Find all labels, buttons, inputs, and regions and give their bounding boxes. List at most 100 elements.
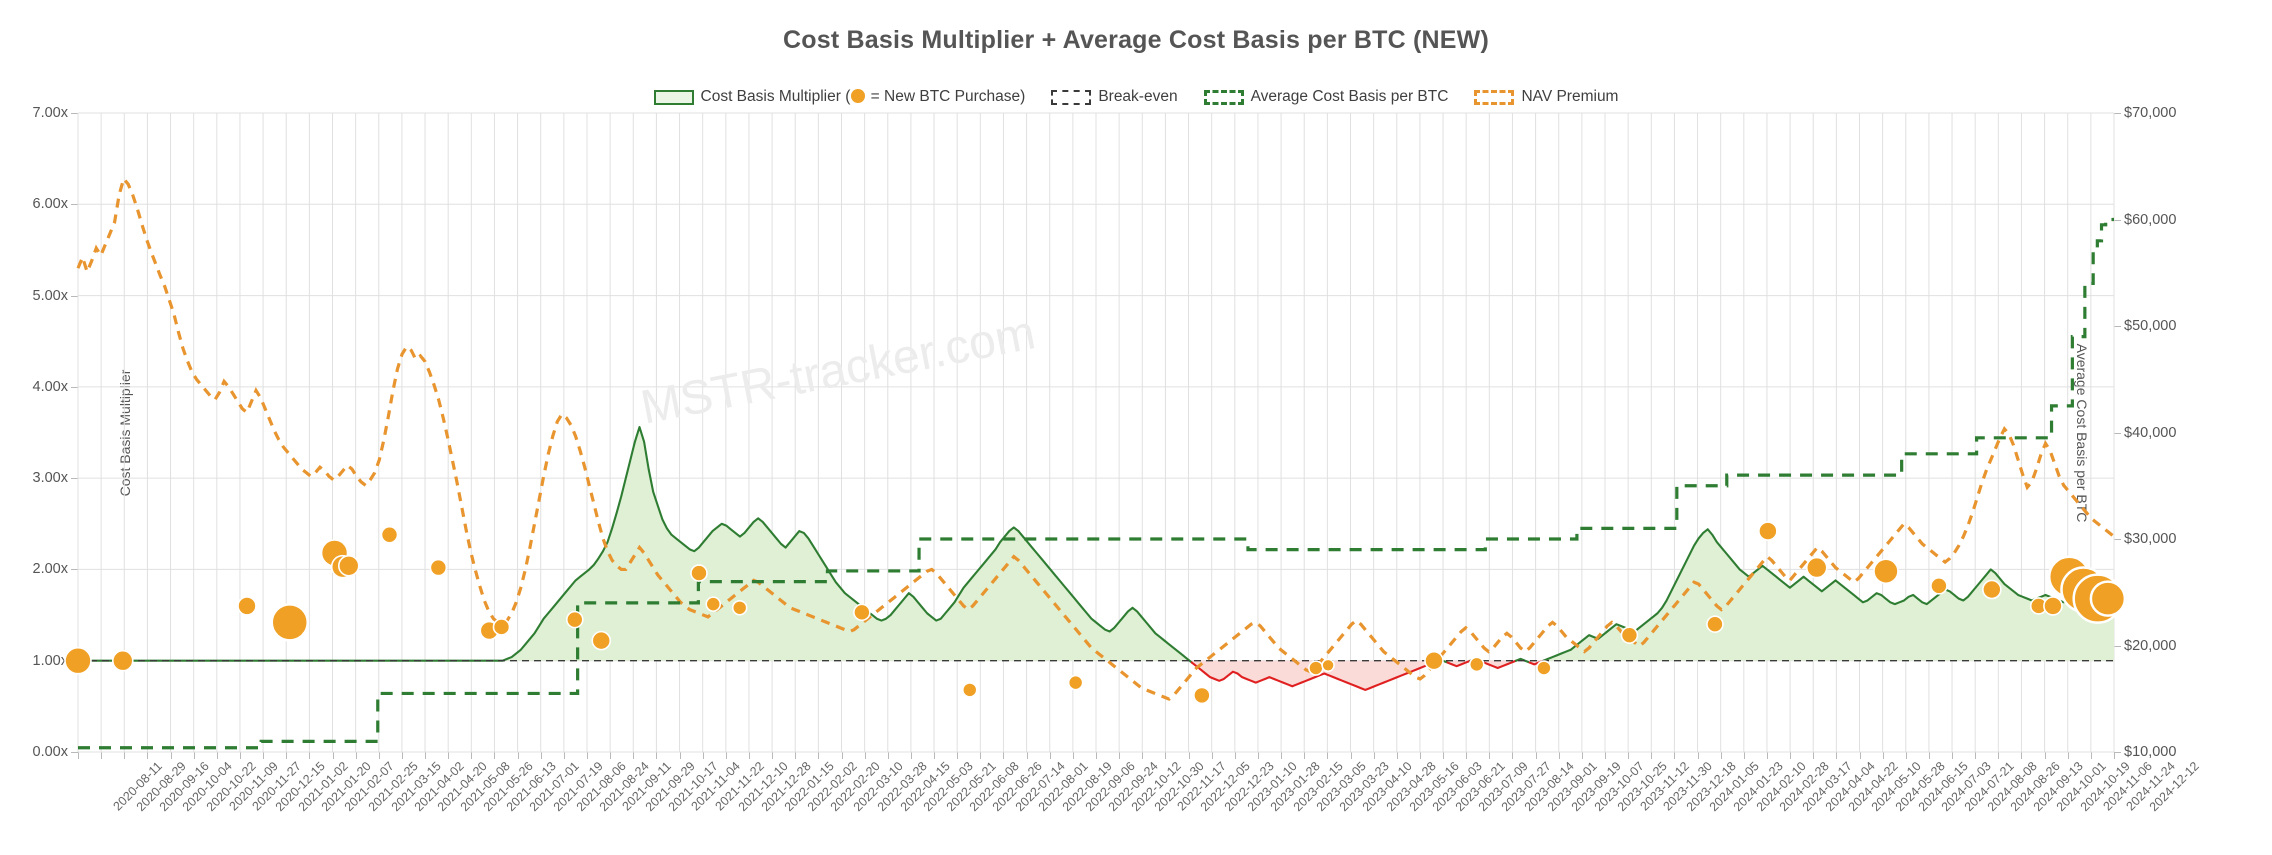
y-tick-mark-left — [71, 752, 78, 753]
legend-item-average-cost-basis[interactable]: Average Cost Basis per BTC — [1203, 88, 1448, 106]
x-tick-mark — [795, 752, 797, 759]
x-tick-mark — [1697, 752, 1699, 759]
plot-area: Cost Basis Multiplier Average Cost Basis… — [33, 105, 2202, 814]
x-tick-mark — [772, 752, 774, 759]
x-tick-mark — [1790, 752, 1792, 759]
x-tick-mark — [2090, 752, 2092, 759]
x-tick-mark — [1211, 752, 1213, 759]
x-tick-mark — [378, 752, 380, 759]
y-tick-label-right: $60,000 — [2124, 211, 2177, 228]
x-tick-mark — [1096, 752, 1097, 759]
x-tick-mark — [286, 752, 288, 759]
btc-purchase-dot — [337, 554, 360, 577]
y-tick-mark-left — [71, 386, 78, 388]
x-tick-mark — [147, 752, 149, 759]
x-tick-mark — [401, 752, 403, 759]
y-tick-label-left: 1.00x — [32, 652, 68, 669]
x-tick-mark — [1766, 752, 1768, 759]
btc-purchase-dot — [492, 618, 511, 636]
y-tick-label-left: 5.00x — [32, 287, 68, 304]
x-tick-mark — [1396, 752, 1398, 759]
x-tick-mark — [1466, 752, 1468, 759]
x-tick-mark — [563, 752, 565, 759]
x-tick-mark — [1836, 752, 1838, 759]
btc-purchase-dot — [429, 558, 448, 577]
x-tick-mark — [818, 752, 820, 759]
nav-premium-line — [76, 175, 2115, 701]
y-tick-label-left: 0.00x — [32, 744, 68, 760]
y-tick-mark-left — [71, 295, 78, 297]
y-tick-mark-right — [2114, 645, 2121, 647]
x-tick-mark — [101, 752, 103, 759]
x-tick-mark — [887, 752, 889, 759]
y-tick-label-left: 4.00x — [32, 378, 68, 395]
legend-label-nav-premium: NAV Premium — [1521, 88, 1619, 105]
y-tick-label-right: $30,000 — [2124, 531, 2177, 547]
x-tick-mark — [1558, 752, 1560, 759]
y-tick-label-right: $40,000 — [2124, 424, 2177, 441]
legend-item-nav-premium[interactable]: NAV Premium — [1474, 88, 1618, 106]
x-tick-mark — [1975, 752, 1977, 759]
x-tick-mark — [1026, 752, 1028, 759]
x-tick-mark — [494, 752, 496, 759]
legend-label-cost-basis-multiplier: Cost Basis Multiplier ( = New BTC Purcha… — [700, 88, 1026, 105]
x-tick-mark — [1489, 752, 1491, 759]
x-tick-mark — [239, 752, 241, 759]
x-tick-mark — [1142, 752, 1144, 759]
x-tick-mark — [1419, 752, 1421, 759]
average-cost-basis-line — [78, 217, 2114, 750]
y-tick-label-left: 7.00x — [32, 105, 68, 121]
chart-title: Cost Basis Multiplier + Average Cost Bas… — [782, 26, 1490, 54]
btc-purchase-dot — [380, 525, 399, 544]
x-tick-mark — [1165, 752, 1167, 759]
btc-purchase-dot — [1758, 521, 1778, 541]
x-tick-mark — [1373, 752, 1375, 759]
x-tick-mark — [702, 752, 704, 759]
x-tick-mark — [263, 752, 265, 759]
y-tick-mark-right — [2114, 113, 2121, 114]
btc-purchase-dot — [1536, 660, 1552, 676]
btc-purchase-dot — [111, 649, 134, 672]
x-tick-mark — [540, 752, 542, 759]
btc-purchase-dot — [1193, 686, 1211, 705]
btc-purchase-dots — [64, 521, 2127, 705]
x-tick-mark — [725, 752, 727, 759]
btc-purchase-dot — [1982, 579, 2002, 600]
legend-item-break-even[interactable]: Break-even — [1051, 88, 1178, 106]
x-tick-mark — [2044, 752, 2046, 759]
y-tick-mark-left — [71, 204, 78, 206]
x-tick-mark — [910, 752, 912, 759]
btc-purchase-dot — [1067, 674, 1084, 691]
btc-purchase-dot — [2043, 596, 2063, 616]
y-tick-mark-right — [2114, 539, 2121, 540]
y-tick-label-left: 2.00x — [32, 561, 68, 578]
x-tick-mark — [864, 752, 866, 759]
btc-purchase-dot — [1620, 626, 1639, 644]
y-tick-mark-left — [71, 478, 78, 480]
x-tick-mark — [517, 752, 519, 759]
y-tick-label-left: 6.00x — [32, 196, 68, 213]
btc-purchase-dot — [237, 596, 257, 616]
multiplier-line-below — [1482, 659, 1518, 670]
x-tick-mark — [1859, 752, 1861, 759]
x-tick-mark — [587, 752, 588, 759]
btc-purchase-dot-icon — [851, 89, 866, 103]
legend-item-cost-basis-multiplier[interactable]: Cost Basis Multiplier ( = New BTC Purcha… — [653, 88, 1026, 106]
x-tick-mark — [1905, 752, 1907, 759]
btc-purchase-dot — [1468, 656, 1485, 673]
orange-dashed-swatch-icon — [1474, 89, 1515, 105]
btc-purchase-dot — [270, 603, 309, 642]
x-tick-mark — [471, 752, 473, 759]
btc-purchase-dot — [1706, 615, 1724, 634]
btc-purchase-dot — [1805, 556, 1828, 579]
btc-purchase-dot — [705, 596, 722, 612]
fill-below-breakeven — [1529, 660, 1539, 665]
btc-purchase-dot — [690, 564, 708, 582]
x-tick-mark — [1049, 752, 1051, 759]
x-tick-mark — [78, 752, 79, 759]
multiplier-line-below — [1446, 659, 1472, 668]
x-tick-mark — [1188, 752, 1190, 759]
area-swatch-icon — [653, 89, 694, 105]
btc-purchase-dot — [853, 603, 871, 622]
x-tick-mark — [1674, 752, 1676, 759]
